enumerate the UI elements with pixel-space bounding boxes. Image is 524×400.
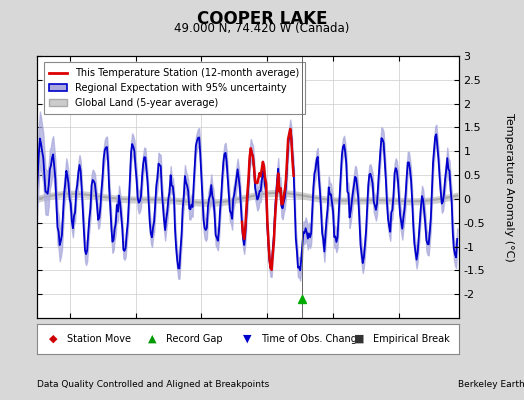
Text: COOPER LAKE: COOPER LAKE (196, 10, 328, 28)
Text: Time of Obs. Change: Time of Obs. Change (261, 334, 363, 344)
Text: Record Gap: Record Gap (166, 334, 223, 344)
Y-axis label: Temperature Anomaly (°C): Temperature Anomaly (°C) (505, 113, 515, 261)
Legend: This Temperature Station (12-month average), Regional Expectation with 95% uncer: This Temperature Station (12-month avera… (43, 62, 305, 114)
Text: ■: ■ (354, 334, 365, 344)
Text: Empirical Break: Empirical Break (373, 334, 450, 344)
Text: Berkeley Earth: Berkeley Earth (458, 380, 524, 389)
Text: ▼: ▼ (243, 334, 252, 344)
Text: Station Move: Station Move (67, 334, 131, 344)
Text: ▲: ▲ (148, 334, 157, 344)
Text: ◆: ◆ (49, 334, 58, 344)
Text: Data Quality Controlled and Aligned at Breakpoints: Data Quality Controlled and Aligned at B… (37, 380, 269, 389)
Text: 49.000 N, 74.420 W (Canada): 49.000 N, 74.420 W (Canada) (174, 22, 350, 35)
